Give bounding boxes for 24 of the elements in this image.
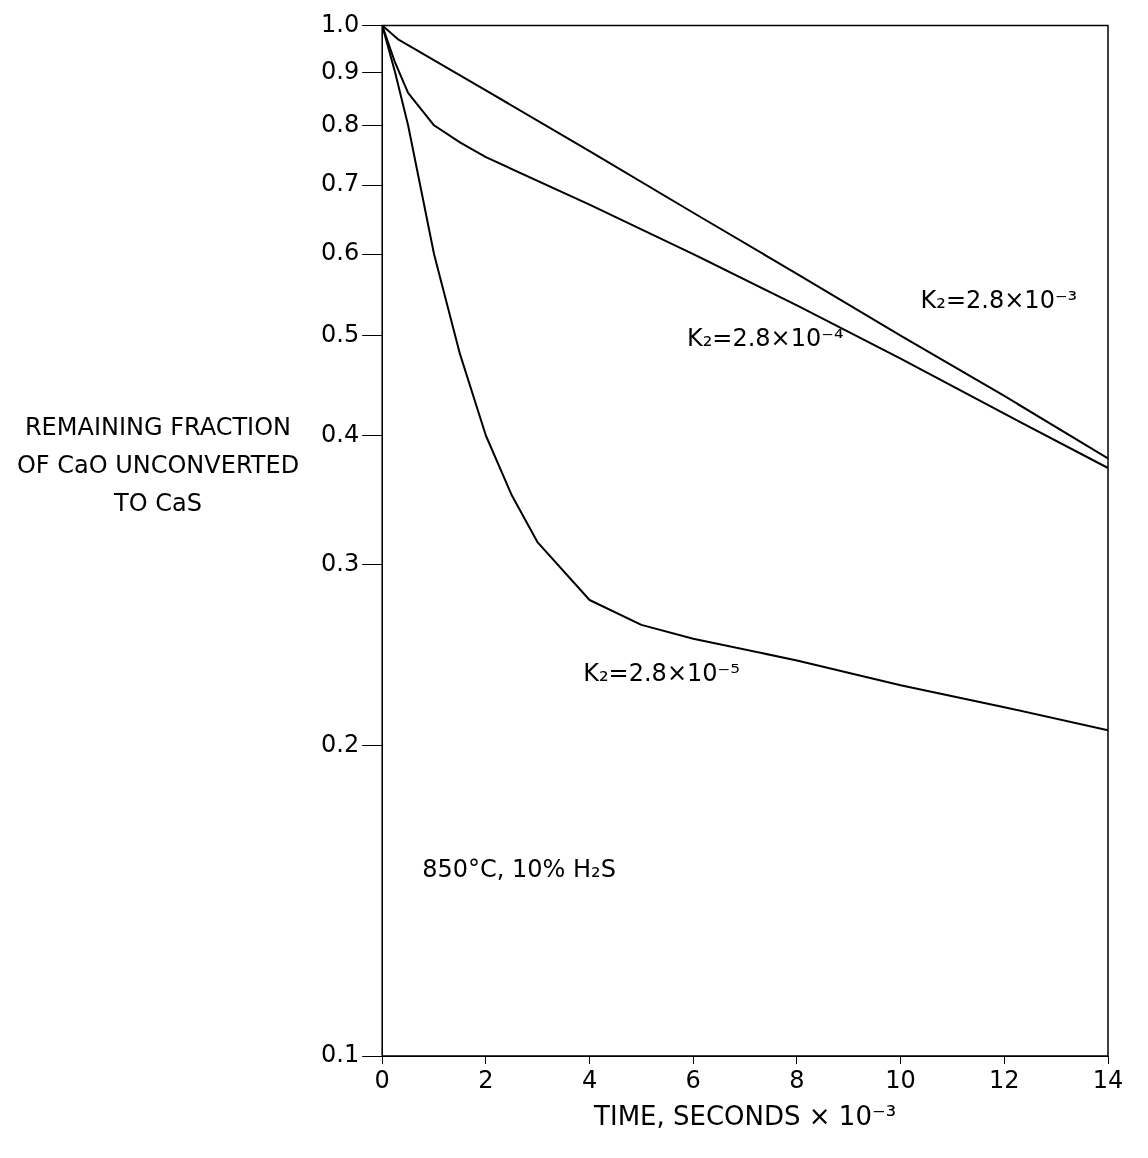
x-tick-label: 2 bbox=[478, 1065, 494, 1094]
x-axis-title: TIME, SECONDS × 10⁻³ bbox=[593, 1101, 897, 1132]
y-tick-label: 0.9 bbox=[321, 56, 360, 85]
x-tick-label: 4 bbox=[581, 1065, 598, 1094]
y-tick-label: 0.1 bbox=[321, 1040, 360, 1069]
series-label: K₂=2.8×10⁻⁴ bbox=[686, 323, 844, 352]
y-tick-label: 0.6 bbox=[321, 238, 360, 267]
y-tick-label: 0.4 bbox=[321, 419, 360, 448]
y-tick-label: 0.8 bbox=[321, 109, 360, 138]
y-tick-label: 1.0 bbox=[321, 9, 360, 38]
x-tick-label: 0 bbox=[374, 1065, 390, 1094]
x-tick-label: 12 bbox=[989, 1065, 1020, 1094]
series-label: K₂=2.8×10⁻⁵ bbox=[583, 659, 740, 688]
y-tick-label: 0.2 bbox=[321, 729, 360, 758]
annotation: 850°C, 10% H₂S bbox=[422, 854, 616, 883]
y-tick-label: 0.7 bbox=[321, 169, 360, 198]
x-tick-label: 14 bbox=[1092, 1065, 1124, 1094]
y-tick-label: 0.5 bbox=[321, 319, 360, 348]
y-axis-title: REMAINING FRACTION OF CaO UNCONVERTED TO CaS bbox=[15, 412, 301, 519]
x-tick-label: 8 bbox=[789, 1065, 805, 1094]
x-tick-label: 10 bbox=[885, 1065, 916, 1094]
y-tick-label: 0.3 bbox=[321, 548, 360, 577]
x-tick-label: 6 bbox=[685, 1065, 701, 1094]
series-label: K₂=2.8×10⁻³ bbox=[920, 285, 1078, 314]
